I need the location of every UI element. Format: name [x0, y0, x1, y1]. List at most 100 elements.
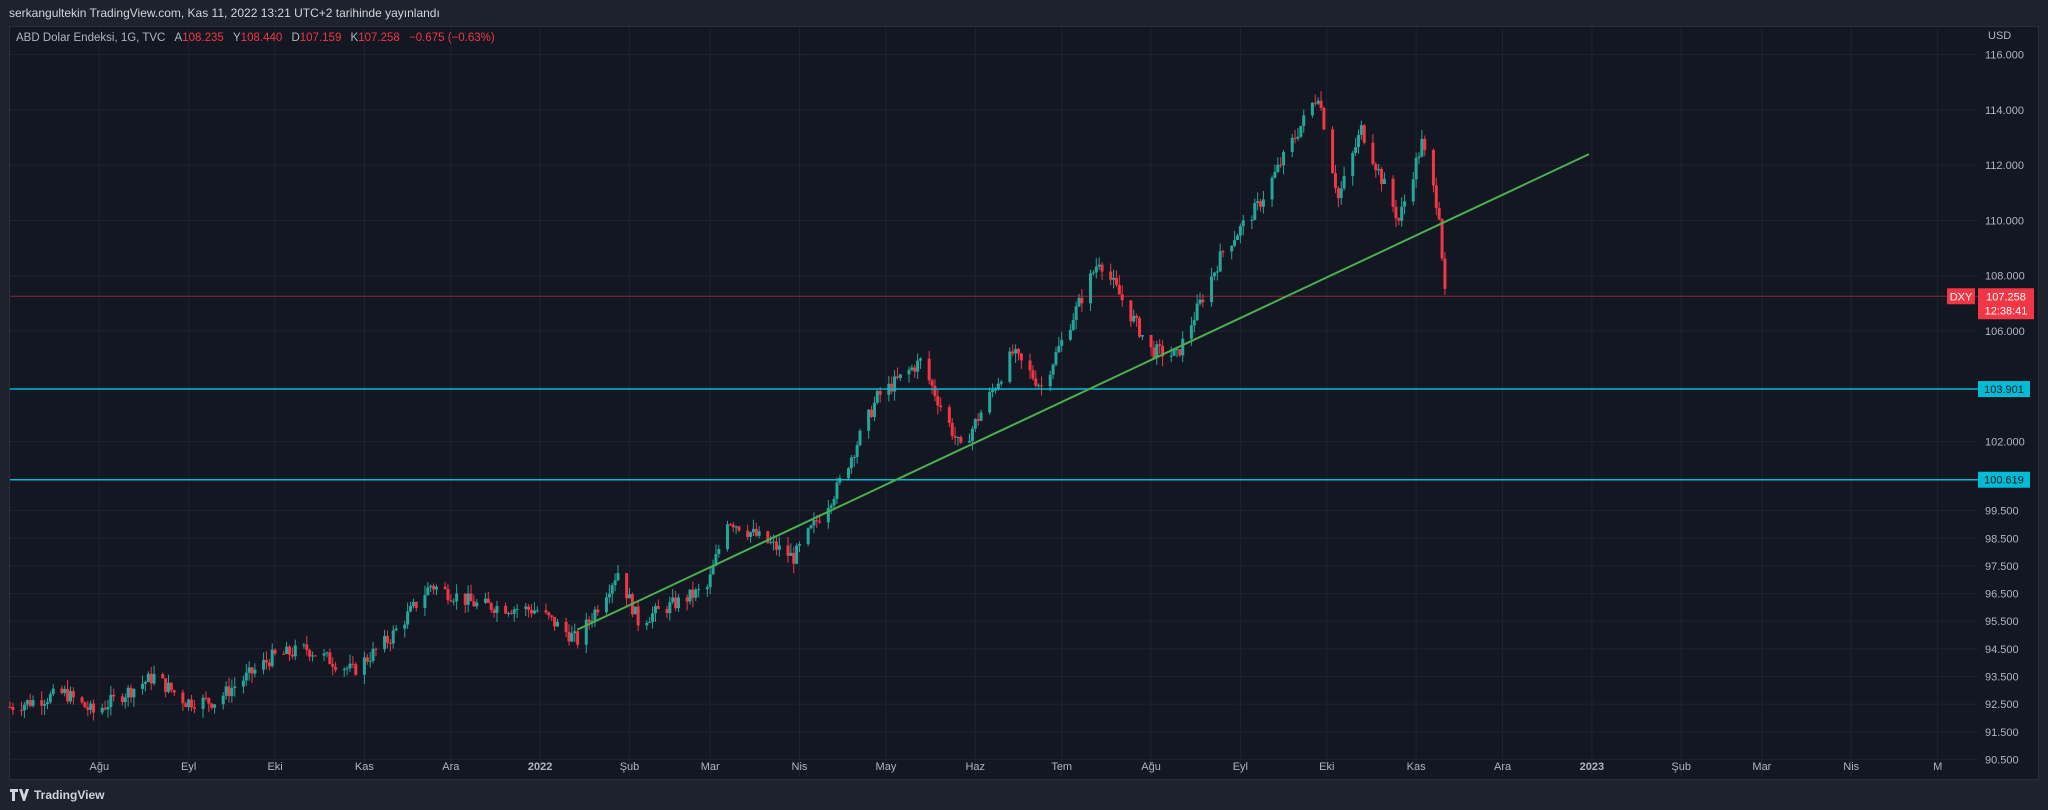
open-value: 108.235 [182, 32, 224, 44]
candle-body [429, 585, 433, 588]
candle-body [1270, 177, 1274, 200]
candle-body [527, 606, 531, 610]
candle-body [1089, 273, 1093, 304]
candle-body [633, 606, 637, 615]
candle-body [849, 457, 853, 469]
candle-body [919, 358, 923, 361]
candle-body [766, 531, 770, 543]
candle-body [777, 545, 781, 550]
candle-body [1031, 370, 1035, 379]
candle-body [806, 528, 810, 545]
candle-body [207, 698, 211, 704]
tradingview-logo-icon [10, 789, 29, 801]
symbol-tag-label: DXY [1950, 291, 1973, 303]
candle-body [988, 392, 992, 413]
x-tick-label: Tem [1051, 761, 1072, 773]
candle-body [798, 544, 802, 546]
candle-body [1158, 344, 1162, 347]
candle-body [1310, 102, 1314, 116]
candle-body [129, 687, 133, 698]
y-tick-label: 95.500 [1985, 616, 2019, 628]
candle-body [184, 703, 188, 707]
candle-body [1060, 339, 1064, 346]
x-tick-label: Şub [620, 761, 640, 773]
candle-body [870, 409, 874, 417]
candle-body [224, 686, 228, 696]
candle-body [1434, 185, 1438, 209]
candle-body [604, 597, 608, 613]
candle-body [1077, 297, 1081, 307]
candle-body [1040, 385, 1044, 387]
candle-body [1181, 338, 1185, 356]
candle-body [832, 498, 836, 506]
candle-body [83, 702, 87, 708]
candle-body [262, 659, 266, 670]
candle-body [455, 593, 459, 602]
candle-body [728, 524, 732, 526]
candle-body [688, 589, 692, 602]
candle-body [1391, 178, 1395, 207]
candle-body [573, 631, 577, 634]
candle-body [1008, 351, 1012, 382]
candle-body [1296, 136, 1300, 139]
publish-header: serkangultekin TradingView.com, Kas 11, … [0, 0, 2048, 26]
candle-body [1097, 264, 1101, 267]
candle-body [893, 376, 897, 392]
candle-body [1253, 203, 1257, 221]
candle-body [927, 358, 931, 381]
candle-body [308, 650, 312, 657]
candle-body [1109, 271, 1113, 280]
tradingview-brand[interactable]: TradingView [10, 788, 104, 802]
candle-body [1175, 349, 1179, 351]
y-tick-label: 102.000 [1985, 437, 2025, 449]
candle-body [446, 588, 450, 601]
x-tick-label: Haz [965, 761, 985, 773]
candle-body [351, 663, 355, 665]
candle-body [691, 589, 695, 598]
last-price-countdown: 12:38:41 [1985, 305, 2028, 317]
candle-body [993, 389, 997, 391]
candle-body [8, 706, 12, 708]
candle-body [45, 702, 49, 704]
candle-body [1437, 208, 1441, 220]
candle-body [11, 707, 15, 711]
candle-body [697, 589, 701, 591]
candle-body [483, 598, 487, 603]
candle-body [809, 525, 813, 529]
candle-body [409, 606, 413, 612]
candle-body [63, 688, 67, 694]
candle-body [656, 606, 660, 610]
candle-body [947, 407, 951, 423]
candle-body [71, 691, 75, 698]
candle-body [1132, 315, 1136, 322]
candle-body [1112, 277, 1116, 280]
candle-body [1138, 317, 1142, 337]
candle-body [610, 585, 614, 594]
candle-body [625, 573, 629, 599]
candle-body [1011, 351, 1015, 354]
candle-body [322, 653, 326, 656]
candle-body [754, 528, 758, 536]
published-by-text: serkangultekin TradingView.com, Kas 11, … [9, 6, 440, 20]
candle-body [161, 674, 165, 679]
candle-body [270, 649, 274, 667]
candle-body [463, 593, 467, 605]
candle-body [1230, 245, 1234, 252]
candle-body [267, 662, 271, 667]
low-label: D [291, 32, 300, 44]
candle-body [466, 593, 470, 605]
candle-body [930, 380, 934, 386]
candle-body [328, 652, 332, 665]
candle-body [1034, 378, 1038, 386]
candle-body [227, 686, 231, 697]
chart-area[interactable] [9, 26, 2039, 780]
candle-body [616, 573, 620, 581]
candle-body [51, 688, 55, 695]
close-value: 107.258 [358, 32, 400, 44]
candle-body [734, 526, 738, 528]
candle-body [169, 682, 173, 691]
candle-body [535, 610, 539, 612]
high-label: Y [233, 32, 241, 44]
